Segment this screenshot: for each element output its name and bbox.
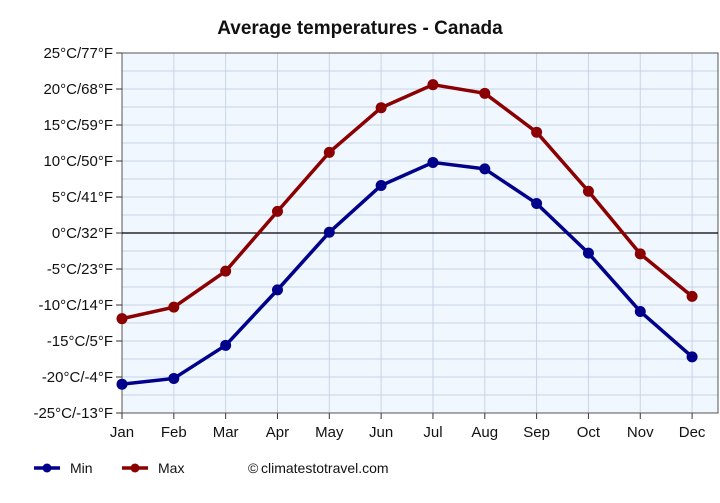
x-tick-label: Mar bbox=[213, 424, 239, 441]
x-tick-label: Apr bbox=[266, 424, 289, 441]
series-group bbox=[116, 79, 698, 390]
x-tick-label: Nov bbox=[627, 424, 654, 441]
y-tick-label: -5°C/23°F bbox=[47, 261, 113, 278]
y-tick-label: -25°C/-13°F bbox=[33, 405, 113, 422]
data-point-max bbox=[168, 301, 180, 313]
y-tick-label: 15°C/59°F bbox=[43, 117, 113, 134]
legend-label-max: Max bbox=[158, 460, 184, 476]
y-tick-label: 5°C/41°F bbox=[52, 189, 113, 206]
data-point-max bbox=[427, 79, 439, 91]
x-tick-label: Dec bbox=[679, 424, 706, 441]
y-tick-label: -10°C/14°F bbox=[38, 297, 113, 314]
x-axis-labels: Jan Feb Mar Apr May Jun Jul Aug Sep Oct Nov Dec bbox=[110, 424, 706, 441]
y-tick-label: 20°C/68°F bbox=[43, 81, 113, 98]
data-point-min bbox=[531, 197, 543, 209]
y-tick-label: 10°C/50°F bbox=[43, 153, 113, 170]
legend-swatch-marker bbox=[42, 463, 52, 473]
y-axis-labels: 25°C/77°F 20°C/68°F 15°C/59°F 10°C/50°F 5°C/… bbox=[33, 45, 113, 422]
credit-text: climatestotravel.com bbox=[261, 460, 389, 476]
x-tick-label: Jun bbox=[369, 424, 393, 441]
copyright-symbol: © bbox=[248, 460, 259, 476]
y-tick-label: 0°C/32°F bbox=[52, 225, 113, 242]
x-tick-label: Jan bbox=[110, 424, 134, 441]
data-point-min bbox=[116, 378, 128, 390]
data-point-max bbox=[634, 248, 646, 260]
x-tick-label: Sep bbox=[523, 424, 550, 441]
y-tick-label: -20°C/-4°F bbox=[42, 369, 113, 386]
y-tick-label: 25°C/77°F bbox=[43, 45, 113, 62]
data-point-min bbox=[427, 156, 439, 168]
data-point-min bbox=[168, 372, 180, 384]
data-point-min bbox=[375, 179, 387, 191]
x-tick-label: Jul bbox=[423, 424, 442, 441]
data-point-max bbox=[323, 146, 335, 158]
legend: Min Max © climatestotravel.com bbox=[34, 460, 389, 476]
data-point-max bbox=[116, 313, 128, 325]
y-tick-label: -15°C/5°F bbox=[47, 333, 113, 350]
data-point-max bbox=[271, 205, 283, 217]
data-point-max bbox=[531, 126, 543, 138]
series-line-max bbox=[121, 82, 694, 321]
data-point-min bbox=[323, 226, 335, 238]
x-tick-label: Oct bbox=[577, 424, 601, 441]
data-point-max bbox=[375, 102, 387, 114]
legend-swatch-marker bbox=[130, 463, 140, 473]
data-point-min bbox=[686, 351, 698, 363]
data-point-max bbox=[220, 265, 232, 277]
data-point-min bbox=[271, 284, 283, 296]
data-point-max bbox=[479, 87, 491, 99]
x-tick-label: Aug bbox=[471, 424, 498, 441]
data-point-max bbox=[686, 290, 698, 302]
series-line-min bbox=[121, 160, 694, 386]
data-point-min bbox=[582, 247, 594, 259]
data-point-min bbox=[634, 305, 646, 317]
data-point-min bbox=[220, 339, 232, 351]
legend-label-min: Min bbox=[70, 460, 93, 476]
x-tick-label: May bbox=[315, 424, 344, 441]
data-point-min bbox=[479, 163, 491, 175]
chart-title: Average temperatures - Canada bbox=[217, 18, 503, 39]
x-tick-label: Feb bbox=[161, 424, 187, 441]
data-point-max bbox=[582, 185, 594, 197]
